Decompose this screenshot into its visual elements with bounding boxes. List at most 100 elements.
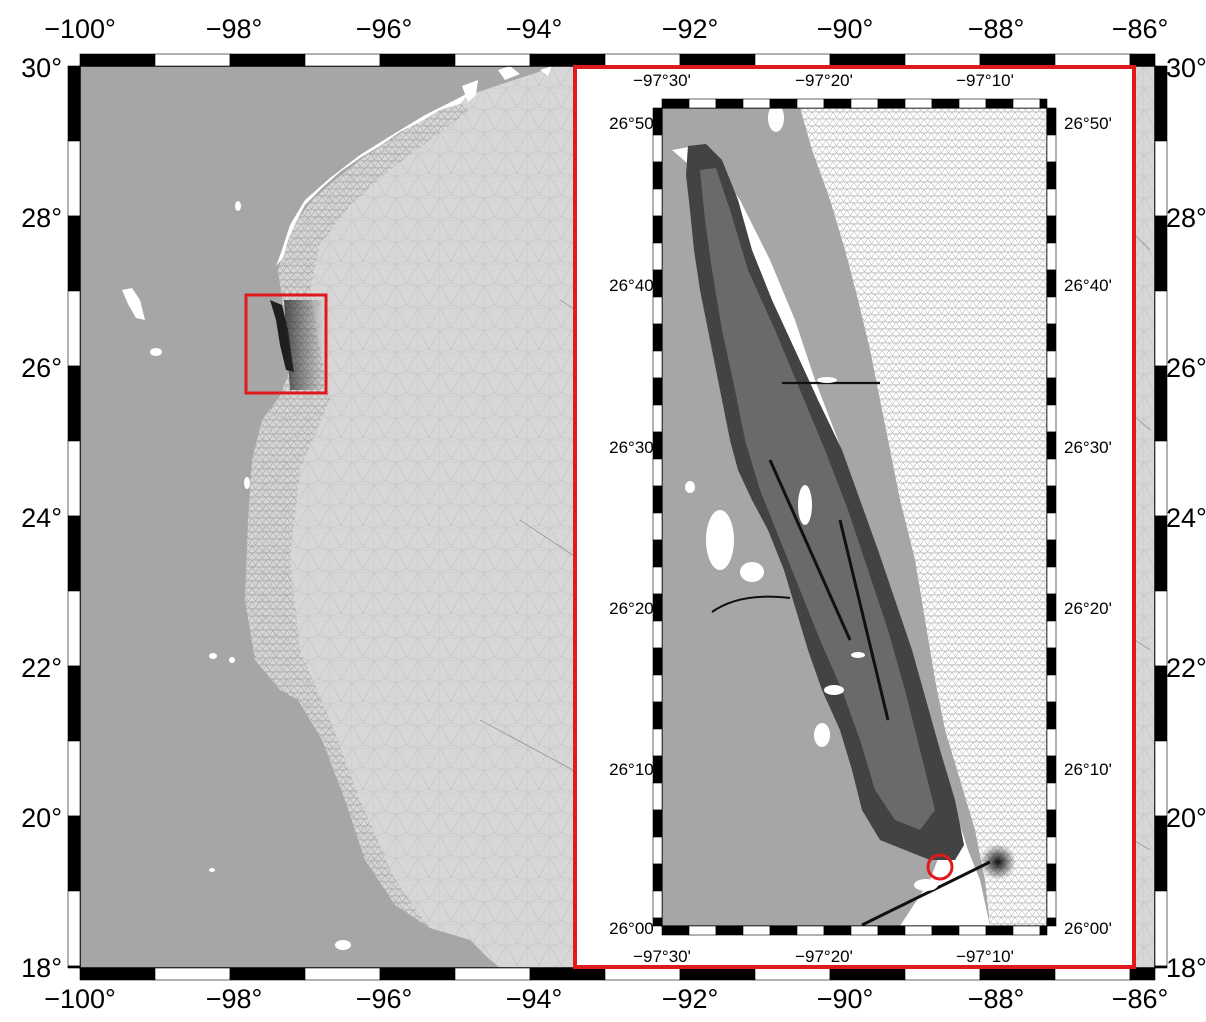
frame-tick-segment [1046,836,1057,865]
main-lon-top: −86° [1112,14,1169,44]
frame-tick-segment [1046,863,1057,892]
lagoon-inner [700,168,935,830]
frame-tick-segment [1046,215,1057,244]
frame-tick-segment [652,404,663,433]
frame-tick-segment [67,815,81,892]
frame-tick-segment [1129,967,1156,981]
channels [711,381,991,927]
frame-tick-segment [1054,53,1131,67]
frame-tick-segment [958,925,987,936]
frame-tick-segment [229,53,306,67]
frame-tick-segment [1046,620,1057,649]
frame-tick-segment [652,701,663,730]
frame-tick-segment [652,809,663,838]
main-lon-top: −92° [662,14,719,44]
frame-tick-segment [742,925,771,936]
main-lat-left: 20° [21,803,62,833]
main-lon-top: −94° [506,14,563,44]
frame-tick-segment [1129,53,1156,67]
inset-lon-top: −97°10' [956,71,1014,90]
inset-lon-bottom: −97°20' [795,947,853,966]
frame-tick-segment [1046,323,1057,352]
frame-tick-segment [904,925,933,936]
frame-tick-segment [742,98,771,109]
frame-tick-segment [154,53,231,67]
frame-tick-segment [67,890,81,967]
frame-tick-segment [652,323,663,352]
frame-tick-segment [1046,647,1057,676]
frame-tick-segment [877,925,906,936]
frame-tick-segment [1046,485,1057,514]
frame-tick-segment [652,485,663,514]
frame-tick-segment [715,98,744,109]
frame-tick-segment [1046,917,1057,927]
frame-tick-segment [454,53,531,67]
frame-tick-segment [1046,269,1057,298]
main-lon-bottom: −88° [968,984,1025,1014]
inset-lat-right: 26°20' [1064,599,1112,618]
frame-tick-segment [1046,107,1057,136]
main-lat-left: 28° [21,203,62,233]
inset-lat-right: 26°10' [1064,760,1112,779]
frame-tick-segment [652,917,663,927]
inset-lat-right: 26°50' [1064,114,1112,133]
frame-tick-segment [529,967,606,981]
barrier-island [790,108,978,860]
frame-tick-segment [67,140,81,217]
main-lon-bottom: −92° [662,984,719,1014]
frame-tick-segment [67,665,81,742]
frame-tick-segment [1046,728,1057,757]
frame-tick-segment [850,925,879,936]
frame-tick-segment [652,512,663,541]
frame-tick-segment [79,53,156,67]
frame-tick-segment [67,965,81,969]
main-lat-left: 30° [21,53,62,83]
frame-tick-segment [979,967,1056,981]
frame-tick-segment [904,53,981,67]
frame-tick-segment [769,925,798,936]
frame-tick-segment [652,161,663,190]
frame-tick-segment [67,590,81,667]
inset-lat-left: 26°20' [609,599,657,618]
frame-tick-segment [985,98,1014,109]
frame-tick-segment [652,377,663,406]
frame-tick-segment [229,967,306,981]
inset-lat-right: 26°00' [1064,919,1112,938]
main-lon-bottom: −98° [206,984,263,1014]
main-lat-right: 30° [1166,53,1206,83]
frame-tick-segment [652,215,663,244]
frame-tick-segment [688,925,717,936]
main-lon-bottom: −96° [356,984,413,1014]
main-lat-left: 24° [21,503,62,533]
inset-lat-left: 26°40' [609,276,657,295]
inset-lat-right: 26°30' [1064,438,1112,457]
laguna-madre-fade [284,300,325,390]
inset-lat-labels-left: 26°50' 26°40' 26°30' 26°20' 26°10' 26°00… [609,114,657,938]
main-lon-top: −98° [206,14,263,44]
inset-frame-ticks [652,98,1057,936]
frame-tick-segment [652,539,663,568]
main-lon-top: −96° [356,14,413,44]
inset-lon-bottom: −97°10' [956,947,1014,966]
main-lat-right: 22° [1166,653,1206,683]
frame-tick-segment [829,967,906,981]
frame-tick-segment [67,290,81,367]
frame-tick-segment [79,967,156,981]
main-lon-top: −100° [44,14,116,44]
frame-tick-segment [1046,809,1057,838]
main-lat-right: 26° [1166,353,1206,383]
inset-lon-labels: −97°30' −97°20' −97°10' −97°30' −97°20' … [633,71,1014,966]
inset-lat-labels-right: 26°50' 26°40' 26°30' 26°20' 26°10' 26°00… [1064,114,1112,938]
frame-tick-segment [1046,296,1057,325]
frame-tick-segment [154,967,231,981]
frame-tick-segment [904,967,981,981]
main-lat-labels-right: 30° 28° 26° 24° 22° 20° 18° [1166,53,1206,983]
inset-highlight-border [573,65,1136,969]
main-lat-right: 24° [1166,503,1206,533]
main-lat-right: 28° [1166,203,1206,233]
frame-tick-segment [1046,404,1057,433]
frame-tick-segment [652,890,663,919]
main-lon-labels: −100° −98° −96° −94° −92° −90° −88° −86°… [44,14,1168,1014]
frame-tick-segment [652,566,663,595]
